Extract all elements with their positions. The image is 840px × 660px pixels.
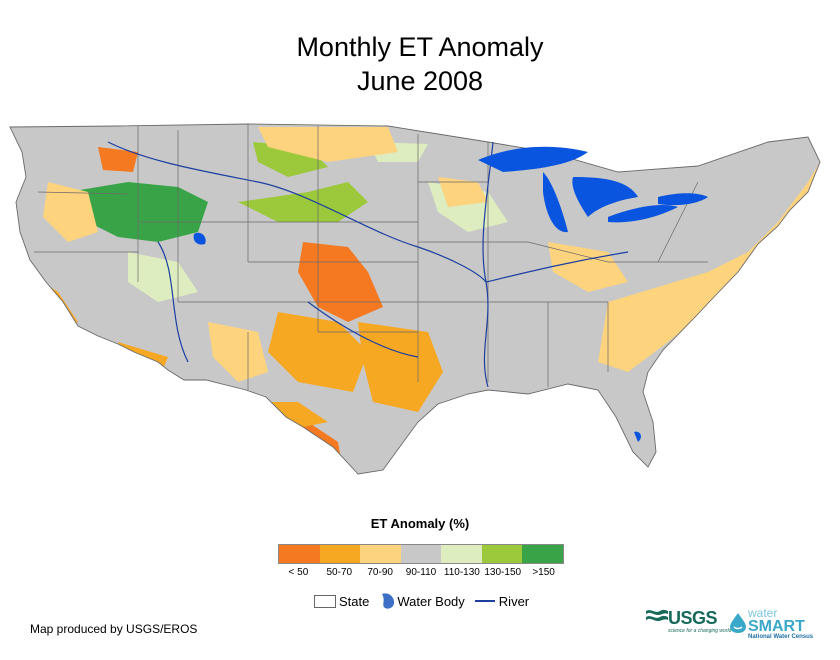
map-title: Monthly ET Anomaly xyxy=(296,32,544,62)
swatch-70-90 xyxy=(360,545,401,563)
watersmart-main: SMART xyxy=(748,618,805,635)
watersmart-wordmark: water SMART xyxy=(748,606,813,635)
swatch-gt150 xyxy=(522,545,564,563)
water-drop-logo-icon xyxy=(730,613,746,633)
swatch-110-130 xyxy=(441,545,482,563)
key-river-label: River xyxy=(498,593,530,609)
key-state-label: State xyxy=(339,593,370,609)
legend-label: >150 xyxy=(532,567,555,578)
et-anomaly-map xyxy=(9,123,821,475)
swatch-90-110 xyxy=(400,545,442,563)
legend-label: 50-70 xyxy=(326,567,353,578)
key-river: River xyxy=(474,593,530,609)
key-water: Water Body xyxy=(379,592,465,610)
legend-labels: < 50 50-70 70-90 90-110 110-130 130-150 … xyxy=(278,567,564,578)
river-line-icon xyxy=(474,600,495,602)
swatch-130-150 xyxy=(481,545,523,563)
land-area xyxy=(10,124,820,474)
watersmart-logo: water SMART National Water Census xyxy=(728,606,813,640)
legend-label: 70-90 xyxy=(367,567,393,578)
legend-title: ET Anomaly (%) xyxy=(370,516,470,531)
watersmart-top: water xyxy=(748,606,778,620)
usgs-tagline: science for a changing world xyxy=(668,628,732,634)
water-drop-icon xyxy=(382,593,395,609)
legend-label: 110-130 xyxy=(443,567,480,578)
usgs-wordmark: USGS xyxy=(668,608,718,628)
state-boundaries xyxy=(9,123,821,475)
map-subtitle: June 2008 xyxy=(356,66,484,96)
swatch-lt50 xyxy=(279,545,320,563)
legend-label: 130-150 xyxy=(484,567,522,578)
state-box-icon xyxy=(314,594,336,608)
legend-label: < 50 xyxy=(288,567,309,578)
swatch-50-70 xyxy=(319,545,361,563)
map-credit: Map produced by USGS/EROS xyxy=(30,622,198,636)
rivers xyxy=(107,141,629,388)
usgs-wave-icon xyxy=(646,609,668,621)
key-water-label: Water Body xyxy=(397,593,465,609)
usgs-logo: USGS science for a changing world xyxy=(646,608,731,634)
legend-label: 90-110 xyxy=(405,567,437,578)
legend-swatches xyxy=(278,544,564,564)
map-key: State Water Body River xyxy=(314,592,539,610)
watersmart-sub: National Water Census xyxy=(748,634,814,640)
key-state: State xyxy=(314,594,369,609)
water-bodies xyxy=(193,146,708,442)
